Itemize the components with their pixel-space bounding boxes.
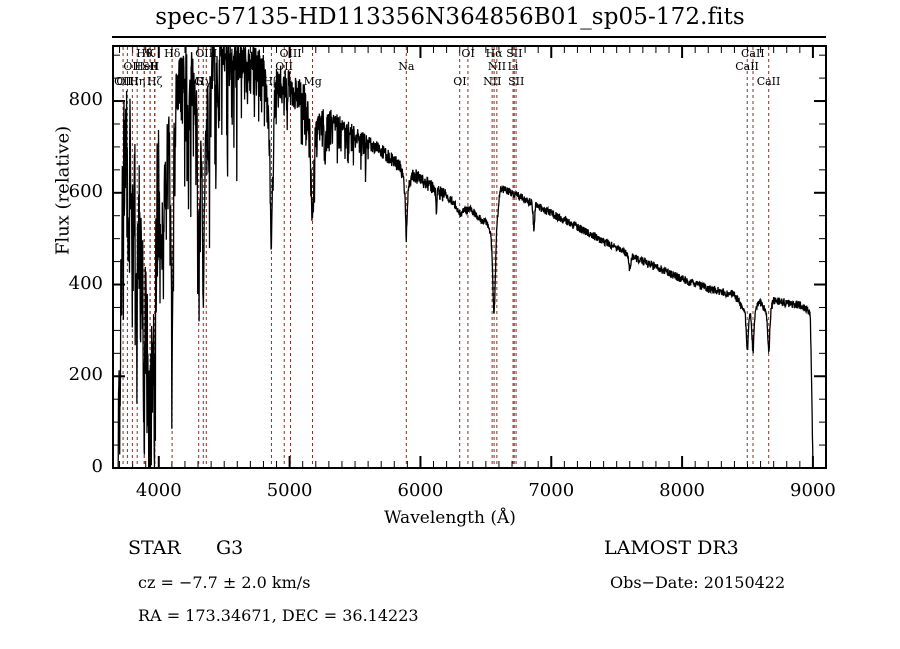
spectral-line-label: Li [507, 60, 519, 73]
x-tick-label: 6000 [397, 480, 444, 501]
y-tick-label: 400 [68, 272, 103, 294]
spectral-line-label: SII [508, 75, 525, 88]
spectral-line-label: OIII [279, 47, 302, 60]
spectral-line-label: Na [398, 60, 415, 73]
spectral-line-label: OIII [195, 47, 218, 60]
coordinates: RA = 173.34671, DEC = 36.14223 [138, 606, 419, 625]
spectral-line-label: CaII [735, 60, 759, 73]
spectral-line-label: H [149, 60, 160, 73]
x-tick-label: 5000 [266, 480, 313, 501]
y-tick-label: 200 [68, 364, 103, 386]
spectral-line-label: Hβ [263, 75, 280, 88]
y-tick-label: 800 [68, 89, 103, 111]
spectral-line-label: CaII [756, 75, 781, 88]
spectral-line-label: OII [114, 75, 132, 88]
spectral-line-label: Hη [129, 75, 146, 88]
spectral-line-label: Hζ [146, 75, 163, 88]
spectral-line-label: OII [123, 60, 142, 73]
spectral-line-label: OII [275, 60, 293, 73]
y-tick-label: 0 [91, 456, 103, 477]
spectral-line-label: SII [506, 47, 523, 60]
spectral-line-label: SII [142, 60, 159, 73]
spectral-line-label: K [146, 47, 155, 60]
survey-name: LAMOST DR3 [604, 537, 739, 559]
page-title: spec-57135-HD113356N364856B01_sp05-172.f… [155, 4, 745, 30]
spectral-line-label: Hγ [195, 75, 212, 88]
spectral-line-label: Hθ [136, 47, 153, 60]
x-tick-label: 4000 [135, 480, 182, 501]
spectral-line-label: NII [483, 75, 502, 88]
spectral-line-label: Hδ [164, 47, 181, 60]
spectral-line-label: Hα [485, 47, 503, 60]
x-tick-label: 8000 [659, 480, 705, 501]
spectral-line-label: OIII [116, 75, 139, 88]
spectral-line-label: OI [461, 47, 475, 60]
observation-date: Obs−Date: 20150422 [610, 573, 786, 592]
x-tick-label: 7000 [528, 480, 575, 501]
spectral-line-label: G [194, 75, 203, 88]
redshift-velocity: cz = −7.7 ± 2.0 km/s [138, 573, 311, 592]
x-axis-label: Wavelength (Å) [384, 508, 516, 528]
spectral-line-label: CaII [740, 47, 765, 60]
object-type: STAR [128, 537, 181, 559]
y-tick-label: 600 [68, 180, 103, 202]
spectral-line-label: NII [487, 60, 507, 73]
spectral-line-label: Mg [303, 75, 322, 88]
spectral-line-label: HeI [134, 60, 155, 73]
x-tick-label: 9000 [790, 480, 836, 501]
spectral-line-label: OI [453, 75, 467, 88]
spectral-class: G3 [216, 537, 244, 559]
title-underline [112, 36, 826, 38]
